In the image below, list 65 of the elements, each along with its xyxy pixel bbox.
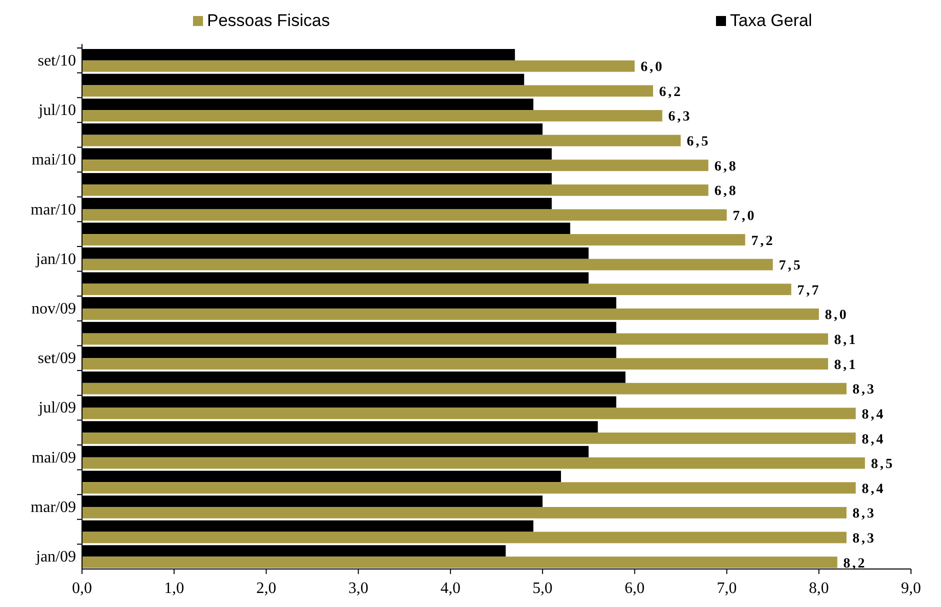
data-label: 7,2 [751,234,775,249]
bar [82,556,838,568]
legend-label: Pessoas Fisicas [207,11,330,30]
data-label: 7,7 [797,283,821,298]
bar [82,284,792,296]
data-label: 8,5 [870,457,894,472]
x-tick-label: 8,0 [808,580,829,597]
data-label: 6,2 [659,84,683,100]
data-label: 8,4 [862,482,886,497]
bar [82,358,828,370]
x-tick-label: 2,0 [256,580,276,597]
y-tick-label: set/10 [38,52,76,70]
x-tick-label: 6,0 [624,580,645,597]
data-label: 8,3 [852,382,876,398]
data-label: 8,0 [824,308,848,324]
x-tick-label: 0,0 [72,580,92,597]
data-label: 6,8 [714,159,738,174]
x-tick-label: 3,0 [348,580,368,597]
y-tick-label: mai/09 [32,449,76,466]
data-label: 7,0 [732,208,756,224]
bar [82,160,708,172]
y-tick-label: jul/09 [38,400,76,417]
bar [82,85,654,97]
bar [82,110,662,122]
y-tick-label: jan/10 [35,250,76,268]
y-tick-label: jan/09 [35,548,76,566]
data-label: 6,0 [640,60,664,76]
bar [82,382,847,394]
data-label: 8,3 [852,506,876,522]
data-label: 8,1 [834,358,858,373]
y-tick-label: mar/10 [30,201,76,218]
y-tick-label: nov/09 [32,300,76,318]
bar [82,432,856,444]
bar [82,408,856,420]
bar [82,184,708,196]
data-label: 6,3 [668,110,692,125]
bar [82,209,727,221]
data-label: 7,5 [778,258,802,274]
bar [82,258,773,270]
bar [82,457,865,469]
bar [82,532,847,544]
bar [82,506,847,518]
y-tick-label: set/09 [38,350,76,368]
bar [82,134,681,146]
y-tick-label: mar/09 [30,498,76,516]
data-label: 8,4 [862,407,886,422]
bar [82,234,746,246]
x-tick-label: 4,0 [440,580,460,597]
data-label: 8,1 [834,333,858,348]
legend-label: Taxa Geral [730,11,812,30]
x-tick-label: 5,0 [532,580,553,597]
data-label: 8,3 [852,531,876,546]
x-tick-label: 7,0 [716,580,737,597]
x-tick-label: 1,0 [164,580,184,597]
data-label: 6,8 [714,184,738,200]
bar [82,333,828,345]
data-label: 8,4 [862,432,886,448]
bar [82,308,819,320]
y-tick-label: jul/10 [38,102,76,120]
x-tick-label: 9,0 [901,580,921,597]
bar [82,60,635,72]
bar [82,482,856,494]
data-label: 8,2 [843,556,867,572]
data-label: 6,5 [686,134,710,150]
y-tick-label: mai/10 [32,152,76,169]
